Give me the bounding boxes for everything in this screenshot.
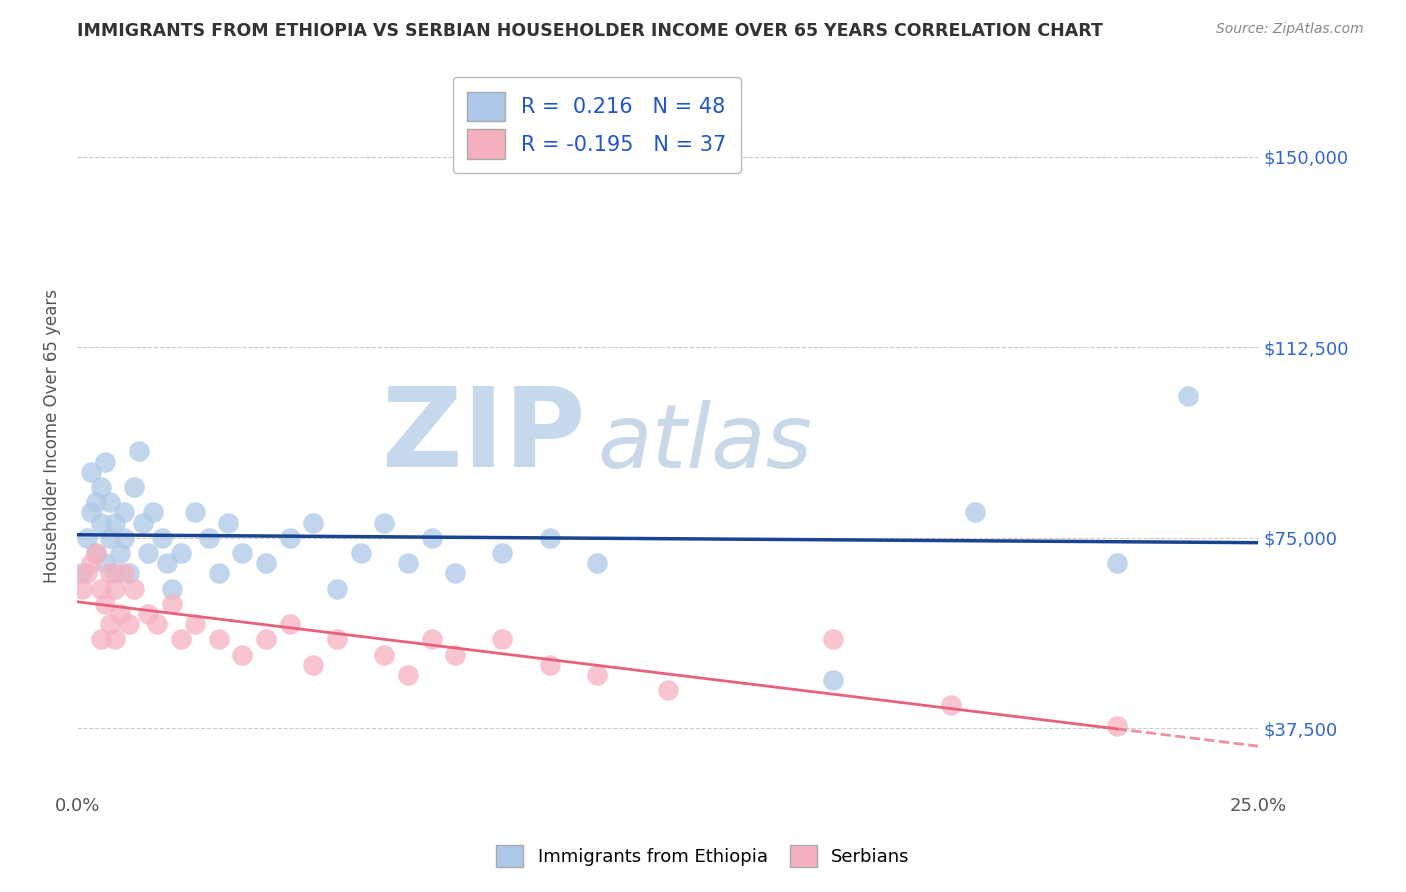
Point xyxy=(941,698,963,713)
Text: IMMIGRANTS FROM ETHIOPIA VS SERBIAN HOUSEHOLDER INCOME OVER 65 YEARS CORRELATION: IMMIGRANTS FROM ETHIOPIA VS SERBIAN HOUS… xyxy=(77,22,1104,40)
Point xyxy=(963,505,986,519)
Point xyxy=(184,505,207,519)
Point xyxy=(254,556,277,570)
Point xyxy=(104,582,127,596)
Point xyxy=(90,632,112,647)
Point xyxy=(122,582,145,596)
Point xyxy=(98,566,121,581)
Text: Source: ZipAtlas.com: Source: ZipAtlas.com xyxy=(1216,22,1364,37)
Point xyxy=(94,455,117,469)
Point xyxy=(112,505,135,519)
Point xyxy=(231,546,253,560)
Point xyxy=(586,556,609,570)
Point xyxy=(444,648,467,662)
Point xyxy=(278,617,301,632)
Point xyxy=(90,480,112,494)
Point xyxy=(302,516,325,530)
Point xyxy=(657,683,679,698)
Point xyxy=(112,531,135,545)
Point xyxy=(491,546,513,560)
Point xyxy=(108,607,131,621)
Point xyxy=(278,531,301,545)
Point xyxy=(104,516,127,530)
Text: atlas: atlas xyxy=(598,401,811,486)
Point xyxy=(136,546,159,560)
Point xyxy=(217,516,239,530)
Point xyxy=(94,556,117,570)
Point xyxy=(94,597,117,611)
Point xyxy=(112,566,135,581)
Point xyxy=(70,566,93,581)
Point xyxy=(302,657,325,672)
Point xyxy=(349,546,371,560)
Point xyxy=(184,617,207,632)
Point xyxy=(586,668,609,682)
Point xyxy=(84,546,107,560)
Point xyxy=(128,444,150,458)
Point xyxy=(396,556,419,570)
Point xyxy=(98,495,121,509)
Point xyxy=(160,582,183,596)
Point xyxy=(150,531,173,545)
Legend: R =  0.216   N = 48, R = -0.195   N = 37: R = 0.216 N = 48, R = -0.195 N = 37 xyxy=(453,77,741,173)
Point xyxy=(396,668,419,682)
Point xyxy=(76,531,98,545)
Point xyxy=(160,597,183,611)
Point xyxy=(823,673,845,687)
Point xyxy=(170,632,193,647)
Point xyxy=(84,495,107,509)
Legend: Immigrants from Ethiopia, Serbians: Immigrants from Ethiopia, Serbians xyxy=(488,836,918,876)
Point xyxy=(70,582,93,596)
Point xyxy=(108,546,131,560)
Point xyxy=(76,566,98,581)
Point xyxy=(142,505,165,519)
Point xyxy=(80,505,103,519)
Point xyxy=(146,617,169,632)
Point xyxy=(538,531,561,545)
Point xyxy=(104,566,127,581)
Point xyxy=(208,566,231,581)
Point xyxy=(326,582,349,596)
Y-axis label: Householder Income Over 65 years: Householder Income Over 65 years xyxy=(44,289,60,583)
Point xyxy=(98,531,121,545)
Point xyxy=(208,632,231,647)
Point xyxy=(80,556,103,570)
Point xyxy=(538,657,561,672)
Point xyxy=(420,632,443,647)
Point xyxy=(90,582,112,596)
Point xyxy=(170,546,193,560)
Point xyxy=(122,480,145,494)
Point xyxy=(90,516,112,530)
Point xyxy=(254,632,277,647)
Point xyxy=(373,516,395,530)
Point xyxy=(373,648,395,662)
Point xyxy=(132,516,155,530)
Point xyxy=(80,465,103,479)
Point xyxy=(104,632,127,647)
Point xyxy=(1177,389,1199,403)
Text: ZIP: ZIP xyxy=(381,383,585,490)
Point xyxy=(118,566,141,581)
Point xyxy=(1105,556,1128,570)
Point xyxy=(326,632,349,647)
Point xyxy=(118,617,141,632)
Point xyxy=(444,566,467,581)
Point xyxy=(491,632,513,647)
Point xyxy=(198,531,221,545)
Point xyxy=(98,617,121,632)
Point xyxy=(420,531,443,545)
Point xyxy=(1105,719,1128,733)
Point xyxy=(136,607,159,621)
Point xyxy=(156,556,179,570)
Point xyxy=(823,632,845,647)
Point xyxy=(231,648,253,662)
Point xyxy=(84,546,107,560)
